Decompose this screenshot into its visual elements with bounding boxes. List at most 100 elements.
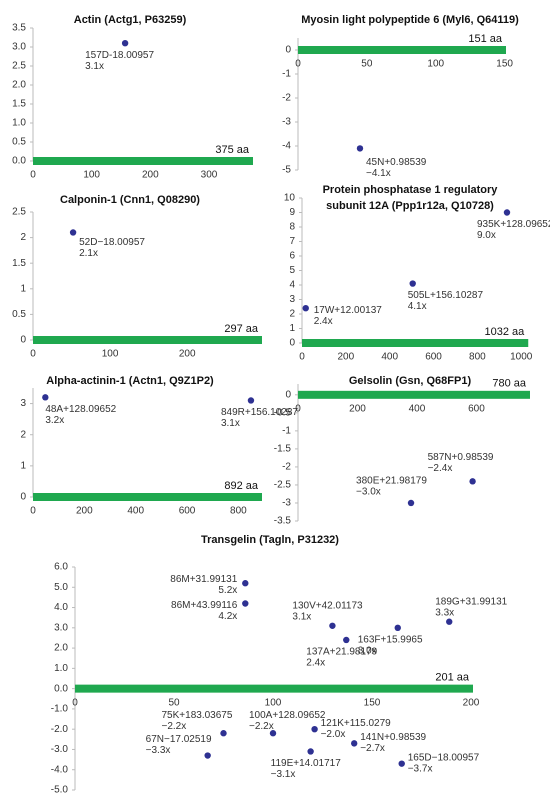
- point: [121, 40, 129, 47]
- y-tick-label: 0.5: [12, 137, 26, 148]
- y-tick-label: 3.5: [12, 23, 26, 34]
- y-tick-label: -1: [282, 426, 291, 437]
- point-label: 45N+0.98539: [366, 157, 427, 168]
- value-label: 3.1x: [292, 611, 311, 622]
- value-label: 5.2x: [218, 585, 237, 596]
- x-tick-label: 0: [30, 170, 36, 181]
- point-label: 86M+31.99131: [170, 574, 237, 585]
- point: [407, 499, 415, 507]
- y-tick-label: -5.0: [51, 785, 69, 796]
- y-tick-label: 0: [285, 389, 291, 400]
- y-tick-label: -3: [282, 117, 291, 128]
- y-tick-label: 2: [20, 429, 26, 440]
- x-tick-label: 800: [469, 352, 486, 363]
- value-label: 2.4x: [314, 316, 333, 327]
- x-tick-label: 600: [179, 506, 196, 517]
- y-tick-label: 2: [20, 232, 26, 243]
- value-label: −3.1x: [271, 769, 296, 780]
- y-tick-label: -3: [282, 498, 291, 509]
- point: [409, 280, 416, 287]
- point-label: 189G+31.99131: [435, 596, 507, 607]
- value-label: 3.0x: [358, 645, 377, 656]
- y-tick-label: 7: [289, 236, 295, 247]
- x-tick-label: 200: [349, 403, 366, 414]
- value-label: 3.2x: [45, 415, 64, 426]
- point: [69, 229, 77, 236]
- x-tick-label: 0: [30, 506, 36, 517]
- protein-length-label: 201 aa: [435, 672, 470, 684]
- y-tick-label: 2.0: [54, 643, 68, 654]
- chart-title: Alpha-actinin-1 (Actn1, Q9Z1P2): [46, 375, 214, 387]
- x-tick-label: 150: [496, 59, 513, 70]
- x-tick-label: 400: [409, 403, 426, 414]
- value-label: 4.2x: [218, 611, 237, 622]
- y-tick-label: 1.5: [12, 258, 26, 269]
- point: [242, 600, 249, 607]
- value-label: −3.7x: [408, 763, 433, 774]
- value-label: 4.1x: [408, 301, 427, 312]
- point-label: 121K+115.0279: [321, 718, 392, 729]
- y-tick-label: 0.0: [54, 683, 68, 694]
- y-tick-label: 0: [20, 492, 26, 503]
- point-label: 165D−18.00957: [408, 752, 480, 763]
- value-label: −4.1x: [366, 168, 391, 179]
- point-label: 163F+15.9965: [358, 634, 423, 645]
- value-label: −2.2x: [162, 721, 187, 732]
- x-tick-label: 200: [179, 349, 196, 360]
- y-tick-label: 2.0: [12, 80, 26, 91]
- y-tick-label: 9: [289, 207, 295, 218]
- y-tick-label: 0.5: [12, 309, 26, 320]
- y-tick-label: 5.0: [54, 582, 68, 593]
- y-tick-label: -2: [282, 462, 291, 473]
- y-tick-label: 1.0: [54, 663, 68, 674]
- point: [42, 394, 49, 401]
- x-tick-label: 100: [427, 59, 444, 70]
- x-tick-label: 200: [76, 506, 93, 517]
- y-tick-label: -2.5: [274, 480, 292, 491]
- point: [343, 636, 350, 644]
- point-label: 17W+12.00137: [314, 305, 383, 316]
- protein-bar: [302, 339, 529, 347]
- point-label: 119E+14.01717: [271, 758, 342, 769]
- chart-title: Calponin-1 (Cnn1, Q08290): [60, 194, 200, 206]
- point: [307, 748, 314, 755]
- protein-length-label: 151 aa: [468, 33, 503, 45]
- chart-title: subunit 12A (Ppp1r12a, Q10728): [326, 200, 494, 212]
- x-tick-label: 100: [265, 697, 282, 708]
- y-tick-label: 10: [284, 193, 296, 204]
- y-tick-label: -4.0: [51, 764, 69, 775]
- point-label: 587N+0.98539: [428, 452, 494, 463]
- point-label: 137A+21.98179: [306, 647, 377, 658]
- y-tick-label: 4.0: [54, 602, 68, 613]
- point: [302, 305, 309, 312]
- protein-bar: [298, 390, 530, 399]
- point-label: 75K+183.03675: [162, 710, 233, 721]
- value-label: 3.3x: [435, 607, 454, 618]
- value-label: −2.0x: [321, 729, 346, 740]
- x-tick-label: 600: [468, 403, 485, 414]
- y-tick-label: 1: [20, 283, 26, 294]
- chart-title: Actin (Actg1, P63259): [74, 14, 187, 26]
- y-tick-label: 0.0: [12, 156, 26, 167]
- point-label: 130V+42.01173: [292, 600, 363, 611]
- y-tick-label: -2.0: [51, 724, 69, 735]
- point: [242, 580, 249, 587]
- point-label: 157D-18.00957: [85, 50, 154, 61]
- y-tick-label: 6.0: [54, 562, 68, 573]
- protein-bar: [33, 493, 262, 501]
- y-tick-label: -1.5: [274, 444, 292, 455]
- value-label: 2.4x: [306, 658, 325, 669]
- y-tick-label: 5: [289, 265, 295, 276]
- x-tick-label: 0: [30, 349, 36, 360]
- y-tick-label: -2: [282, 93, 291, 104]
- x-tick-label: 0: [72, 697, 78, 708]
- point: [247, 397, 255, 404]
- x-tick-label: 1000: [510, 352, 533, 363]
- value-label: 3.1x: [221, 418, 240, 429]
- point: [469, 478, 476, 485]
- point: [446, 618, 453, 625]
- x-tick-label: 200: [463, 697, 480, 708]
- x-tick-label: 100: [83, 170, 100, 181]
- point: [394, 624, 401, 632]
